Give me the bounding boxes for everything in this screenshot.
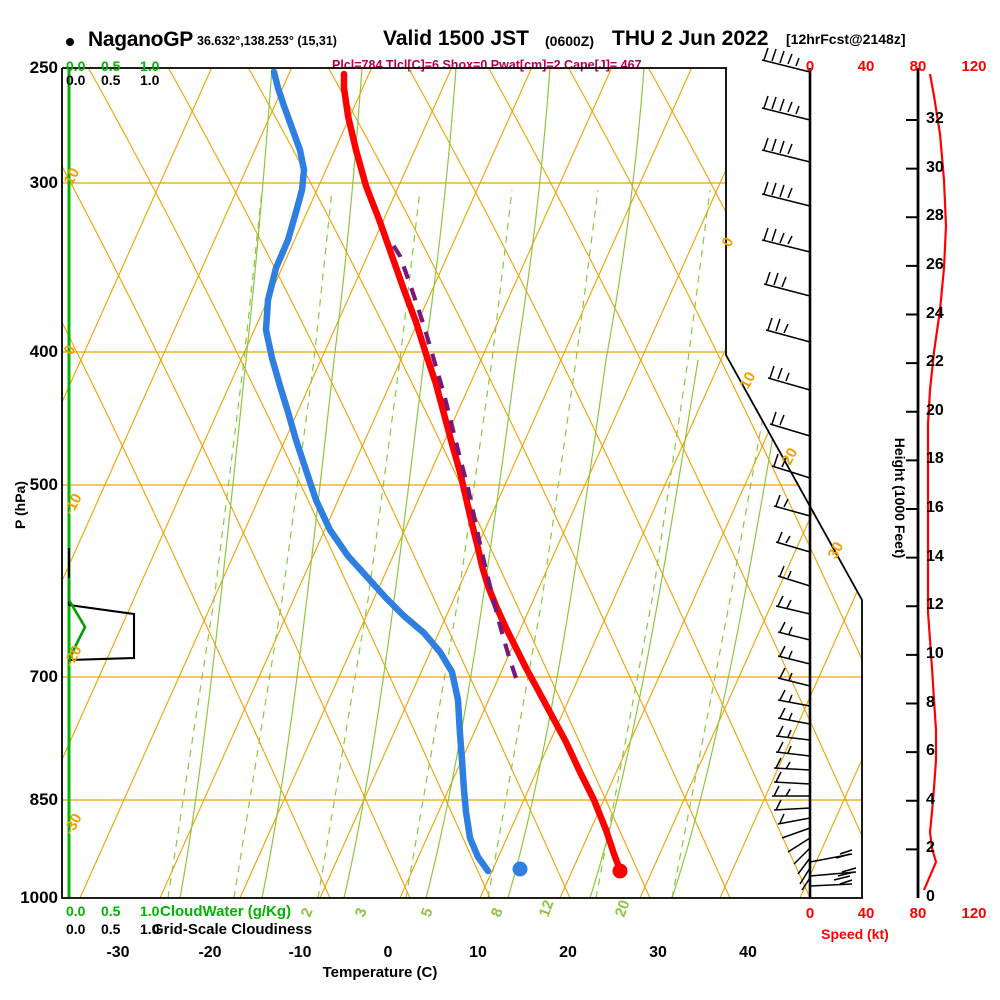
pressure-tick-400: 400 <box>29 342 58 361</box>
height-tick-18: 18 <box>926 450 944 468</box>
isotherm-label-neg30: -30 <box>61 811 86 838</box>
cloudwater-label: CloudWater (g/Kg) <box>160 903 292 920</box>
height-tick-30: 30 <box>926 158 944 176</box>
station-name: NaganoGP <box>88 28 193 51</box>
mixratio-label-2: 2 <box>298 906 317 920</box>
mixratio-label-3: 3 <box>352 906 371 920</box>
cl-bot-2: 1.0 <box>140 921 160 937</box>
pressure-tick-300: 300 <box>29 173 58 192</box>
temperature-tick--20: -20 <box>198 944 222 961</box>
cl-bot-1: 0.5 <box>101 921 121 937</box>
speed-tick-120: 120 <box>961 905 987 922</box>
speed-axis-label: Speed (kt) <box>821 926 889 942</box>
cw-bot-1: 0.5 <box>101 903 121 919</box>
height-tick-4: 4 <box>926 790 935 808</box>
pressure-tick-500: 500 <box>29 475 58 494</box>
parcel-path-curve <box>388 238 518 679</box>
temperature-tick--10: -10 <box>288 944 312 961</box>
height-tick-12: 12 <box>926 596 944 614</box>
station-coordinates: 36.632°,138.253° (15,31) <box>197 34 337 48</box>
isotherm-label-r0: 0 <box>719 235 738 250</box>
surface-temperature-marker <box>612 863 628 879</box>
cw-bot-0: 0.0 <box>66 903 86 919</box>
speed-tick-0: 0 <box>805 905 815 922</box>
wind-barb-group <box>761 47 857 891</box>
dewpoint-curve <box>262 68 492 875</box>
mixratio-label-12: 12 <box>536 898 558 919</box>
valid-time: Valid 1500 JST <box>383 27 529 50</box>
cloudwater-profile <box>67 578 87 667</box>
height-tick-22: 22 <box>926 353 944 371</box>
mixratio-label-5: 5 <box>418 906 437 920</box>
cw-bot-2: 1.0 <box>140 903 160 919</box>
cl-bot-0: 0.0 <box>66 921 86 937</box>
height-tick-20: 20 <box>926 401 944 419</box>
mixratio-label-8: 8 <box>488 906 507 920</box>
height-tick-10: 10 <box>926 644 944 662</box>
speed-tick-120: 120 <box>961 58 987 75</box>
temperature-tick-0: 0 <box>383 944 393 961</box>
temperature-axis-label: Temperature (C) <box>322 964 438 981</box>
pressure-tick-700: 700 <box>29 667 58 686</box>
cl-top-2: 1.0 <box>140 72 160 88</box>
temperature-tick-40: 40 <box>739 944 757 961</box>
pressure-tick-850: 850 <box>29 790 58 809</box>
temperature-curve <box>340 70 624 874</box>
height-tick-0: 0 <box>926 888 935 905</box>
isotherm-label-neg20: -20 <box>61 643 86 670</box>
isotherm-label-r20: 20 <box>779 445 802 468</box>
isotherm-label-neg10: -10 <box>61 491 86 518</box>
plot-frame <box>61 67 863 899</box>
height-tick-6: 6 <box>926 742 935 760</box>
height-tick-32: 32 <box>926 110 944 127</box>
height-speed-curve <box>922 73 948 891</box>
isotherm-label-r30: 30 <box>825 539 848 562</box>
mixratio-label-20: 20 <box>612 898 634 919</box>
height-tick-14: 14 <box>926 547 944 565</box>
height-tick-2: 2 <box>926 839 935 857</box>
forecast-tag: [12hrFcst@2148z] <box>786 31 906 47</box>
height-tick-28: 28 <box>926 207 944 225</box>
surface-dewpoint-marker <box>512 861 528 877</box>
temperature-tick--30: -30 <box>106 944 130 961</box>
pressure-tick-250: 250 <box>29 58 58 77</box>
isotherm-label-10: 10 <box>61 165 84 188</box>
station-dot-icon <box>66 38 74 46</box>
height-tick-16: 16 <box>926 499 944 516</box>
pressure-tick-1000: 1000 <box>20 888 58 907</box>
speed-tick-40: 40 <box>857 58 875 75</box>
grid-lines <box>62 68 862 898</box>
speed-tick-0: 0 <box>805 58 815 75</box>
speed-tick-80: 80 <box>909 58 927 75</box>
cloudiness-label: Grid-Scale Cloudiness <box>152 921 313 938</box>
temperature-tick-10: 10 <box>469 944 487 961</box>
temperature-tick-30: 30 <box>649 944 667 961</box>
height-tick-group <box>906 119 918 851</box>
speed-tick-80: 80 <box>909 905 927 922</box>
cl-top-1: 0.5 <box>101 72 121 88</box>
cw-top-1: 0.5 <box>101 58 121 74</box>
height-tick-26: 26 <box>926 255 944 273</box>
cw-top-0: 0.0 <box>66 58 86 74</box>
height-tick-24: 24 <box>926 304 944 322</box>
cw-top-2: 1.0 <box>140 58 160 74</box>
temperature-tick-20: 20 <box>559 944 577 961</box>
valid-time-zulu: (0600Z) <box>545 33 595 49</box>
isotherm-label-r10: 10 <box>737 369 760 392</box>
cloudiness-profile <box>67 548 136 662</box>
speed-tick-40: 40 <box>857 905 875 922</box>
height-tick-8: 8 <box>926 693 935 711</box>
cl-top-0: 0.0 <box>66 72 86 88</box>
valid-date: THU 2 Jun 2022 <box>612 27 769 50</box>
